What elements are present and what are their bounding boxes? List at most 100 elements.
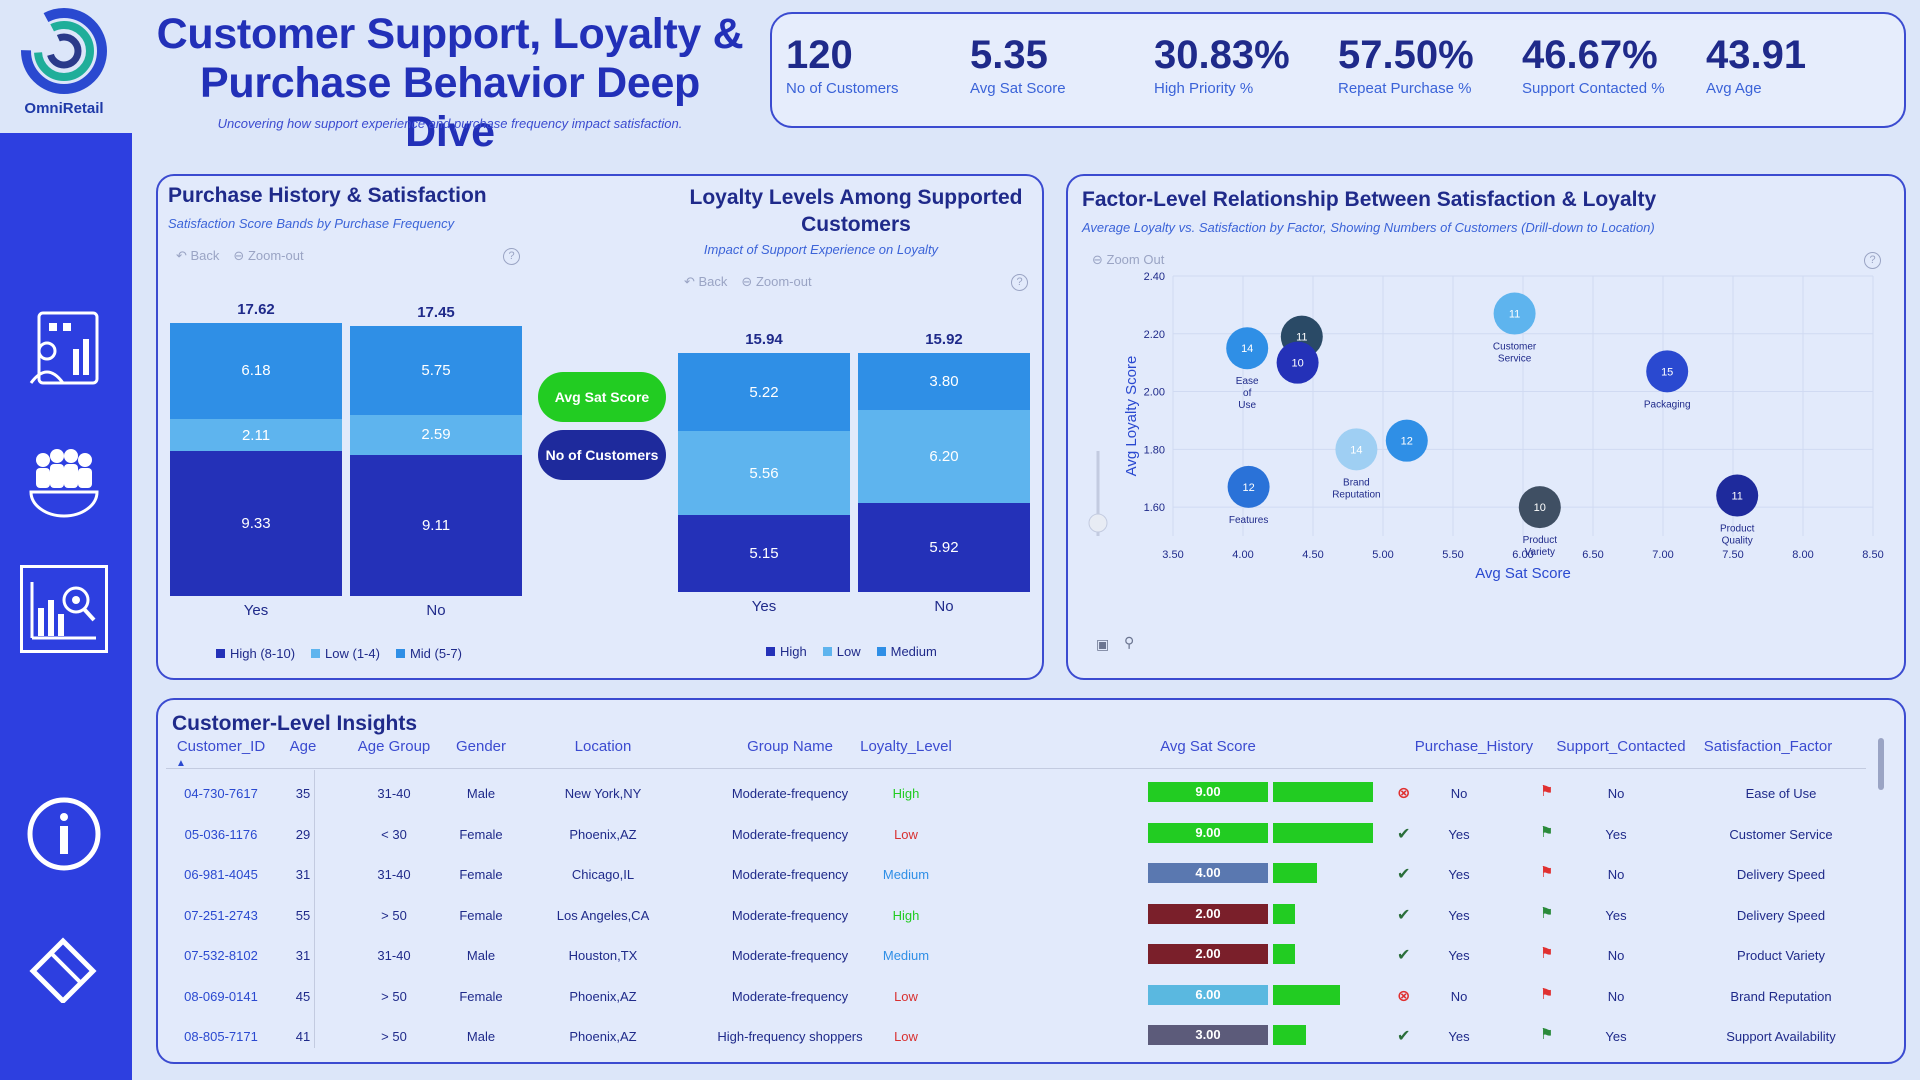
help-icon[interactable]: ? <box>1864 252 1881 269</box>
sat-score-databar <box>1273 903 1296 924</box>
report-icon[interactable] <box>20 305 108 393</box>
bar-segment[interactable]: 2.59 <box>350 414 522 455</box>
bar-segment[interactable]: 2.11 <box>170 418 342 452</box>
bar-segment[interactable]: 3.80 <box>858 353 1030 411</box>
table-row[interactable]: 08-069-0141 45 > 50 Female Phoenix,AZ Moderat… <box>166 977 1886 1017</box>
scatter-point[interactable] <box>1646 350 1689 393</box>
no-of-customers-toggle[interactable]: No of Customers <box>538 430 666 480</box>
column-header[interactable]: Purchase_History <box>1414 738 1534 755</box>
bar-total-label: 15.92 <box>925 331 963 349</box>
cell-age: 35 <box>295 786 311 801</box>
scatter-point[interactable] <box>1493 292 1536 335</box>
cell-loyalty: Medium <box>882 867 930 882</box>
pin-icon[interactable]: ⚲ <box>1124 634 1135 650</box>
table-row[interactable]: 07-532-8102 31 31-40 Male Houston,TX Moderate… <box>166 936 1886 976</box>
table-row[interactable]: 07-251-2743 55 > 50 Female Los Angeles,CA Mod… <box>166 896 1886 936</box>
bar-segment[interactable]: 6.18 <box>170 322 342 419</box>
bar-segment[interactable]: 9.11 <box>350 454 522 596</box>
cell-id[interactable]: 04-730-7617 <box>184 786 258 801</box>
x-tick-label: 8.50 <box>1862 549 1883 561</box>
scatter-point[interactable] <box>1518 486 1561 529</box>
reset-icon[interactable] <box>20 920 108 1008</box>
point-count-label: 11 <box>1296 332 1307 344</box>
help-icon[interactable]: ? <box>1011 274 1028 291</box>
scatter-point[interactable] <box>1227 465 1270 508</box>
cell-gender: Female <box>459 826 503 842</box>
cell-loyalty: High <box>892 786 920 801</box>
scatter-point[interactable] <box>1276 341 1319 384</box>
purchase-toolbar: ↶ Back ⊖ Zoom-out <box>176 248 304 264</box>
cell-loyalty: Low <box>894 826 918 842</box>
back-button[interactable]: ↶ Back <box>684 274 728 289</box>
analytics-icon[interactable] <box>20 565 108 653</box>
x-tick-label: 5.00 <box>1372 549 1393 561</box>
cell-id[interactable]: 05-036-1176 <box>184 826 258 842</box>
bar-segment[interactable]: 6.20 <box>858 410 1030 504</box>
bar-segment[interactable]: 9.33 <box>170 451 342 596</box>
sat-score-bar: 2.00 <box>1148 944 1268 964</box>
flag-icon: ⚑ <box>1540 823 1554 841</box>
table-row[interactable]: 08-805-7171 41 > 50 Male Phoenix,AZ High-freq… <box>166 1017 1886 1057</box>
bar-segment[interactable]: 5.75 <box>350 325 522 415</box>
help-icon[interactable]: ? <box>503 248 520 265</box>
bar-total-label: 15.94 <box>745 331 783 349</box>
screenshot-icon[interactable]: ▣ <box>1096 636 1110 652</box>
column-header[interactable]: Age Group <box>357 738 431 755</box>
cell-gender: Female <box>459 867 503 882</box>
sat-score-databar <box>1273 822 1373 843</box>
zoom-out-button[interactable]: ⊖ Zoom Out <box>1092 252 1165 267</box>
kpi-support-contacted: 46.67% Support Contacted % <box>1522 32 1665 97</box>
sat-score-databar <box>1273 984 1340 1005</box>
table-row[interactable]: 04-730-7617 35 31-40 Male New York,NY Moderat… <box>166 774 1886 814</box>
cell-factor: Customer Service <box>1729 826 1833 842</box>
sat-score-bar: 4.00 <box>1148 863 1268 883</box>
scatter-point[interactable] <box>1335 428 1378 471</box>
cell-id[interactable]: 07-251-2743 <box>184 907 258 923</box>
customers-icon[interactable] <box>20 440 108 528</box>
scatter-point[interactable] <box>1226 327 1269 370</box>
cell-id[interactable]: 07-532-8102 <box>184 948 258 963</box>
kpi-label: High Priority % <box>1154 80 1254 97</box>
cell-id[interactable]: 08-069-0141 <box>184 988 258 1004</box>
column-header[interactable]: Gender <box>455 738 507 755</box>
avg-sat-score-toggle[interactable]: Avg Sat Score <box>538 372 666 422</box>
info-icon[interactable] <box>20 790 108 878</box>
column-header[interactable]: Support_Contacted <box>1556 738 1686 755</box>
bar-segment[interactable]: 5.92 <box>858 503 1030 592</box>
bar-segment[interactable]: 5.15 <box>678 514 850 592</box>
cell-id[interactable]: 06-981-4045 <box>184 867 258 882</box>
table-row[interactable]: 05-036-1176 29 < 30 Female Phoenix,AZ Moderat… <box>166 815 1886 855</box>
column-header[interactable]: Location <box>574 738 632 755</box>
cross-icon: ⊗ <box>1397 785 1411 802</box>
column-header[interactable]: Avg Sat Score <box>1160 738 1256 755</box>
cell-id[interactable]: 08-805-7171 <box>184 1029 258 1044</box>
legend-label: High (8-10) <box>230 646 296 661</box>
point-factor-label: Reputation <box>1332 489 1380 500</box>
zoom-slider-handle[interactable] <box>1088 513 1108 533</box>
scatter-point[interactable] <box>1385 419 1428 462</box>
point-factor-label: Service <box>1498 354 1532 365</box>
scatter-point[interactable] <box>1716 474 1759 517</box>
bar-segment[interactable]: 5.22 <box>678 353 850 432</box>
column-header[interactable]: Age <box>289 738 317 755</box>
kpi-value: 43.91 <box>1706 33 1807 77</box>
column-header[interactable]: Loyalty_Level <box>860 738 952 755</box>
point-factor-label: Use <box>1238 400 1256 411</box>
zoom-out-button[interactable]: ⊖ Zoom-out <box>233 248 304 263</box>
bar-segment[interactable]: 5.56 <box>678 431 850 515</box>
cell-age: 55 <box>295 907 311 923</box>
table-scrollbar[interactable] <box>1878 738 1884 790</box>
column-header[interactable]: Customer_ID <box>176 738 266 755</box>
column-header[interactable]: Group Name <box>747 738 833 755</box>
back-button[interactable]: ↶ Back <box>176 248 220 263</box>
cell-gname: Moderate-frequency <box>731 948 849 963</box>
cell-gender: Female <box>459 907 503 923</box>
kpi-avg-age: 43.91 Avg Age <box>1706 32 1806 97</box>
cell-age: 31 <box>295 867 311 882</box>
sat-score-databar <box>1273 782 1373 802</box>
table-row[interactable]: 06-981-4045 31 31-40 Female Chicago,IL Modera… <box>166 855 1886 895</box>
sort-indicator-icon[interactable]: ▲ <box>176 758 186 769</box>
column-header[interactable]: Satisfaction_Factor <box>1703 738 1833 755</box>
back-label: Back <box>190 248 220 263</box>
zoom-out-button[interactable]: ⊖ Zoom-out <box>741 274 812 289</box>
